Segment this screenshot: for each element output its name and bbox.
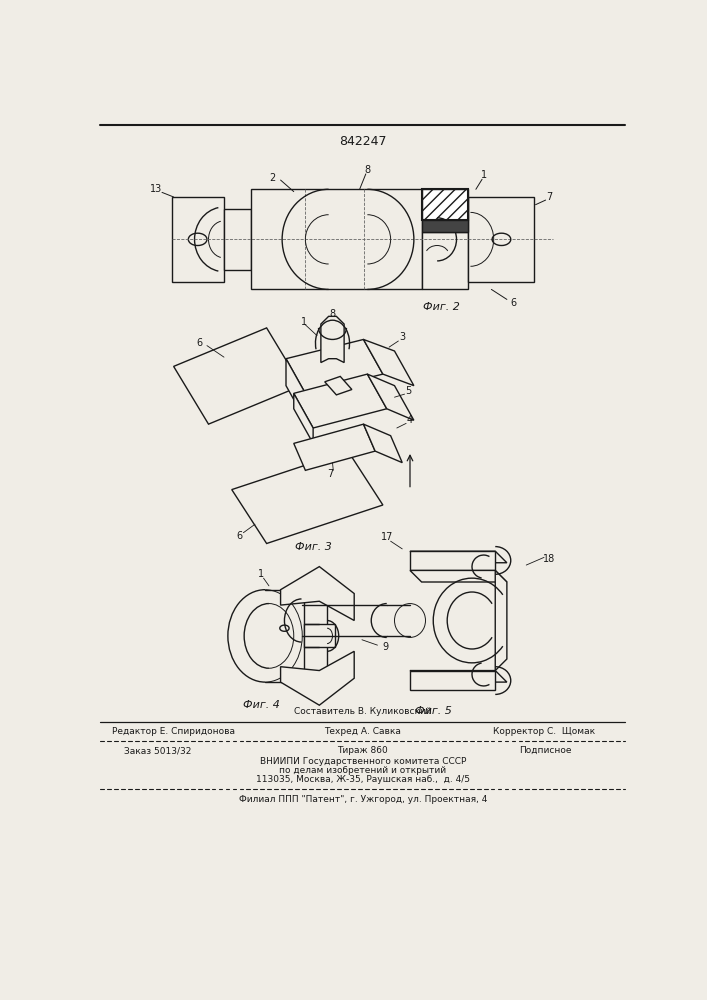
Text: 6: 6 bbox=[510, 298, 516, 308]
Polygon shape bbox=[281, 567, 354, 620]
Polygon shape bbox=[304, 624, 335, 647]
Polygon shape bbox=[286, 339, 383, 393]
Polygon shape bbox=[421, 220, 468, 232]
Text: 4: 4 bbox=[407, 415, 413, 425]
Text: 13: 13 bbox=[151, 184, 163, 194]
Polygon shape bbox=[232, 451, 383, 544]
Text: Тираж 860: Тираж 860 bbox=[337, 746, 388, 755]
Text: 113035, Москва, Ж-35, Раушская наб.,  д. 4/5: 113035, Москва, Ж-35, Раушская наб., д. … bbox=[256, 775, 469, 784]
Text: Составитель В. Куликовский: Составитель В. Куликовский bbox=[294, 707, 431, 716]
Text: Филиал ППП "Патент", г. Ужгород, ул. Проектная, 4: Филиал ППП "Патент", г. Ужгород, ул. Про… bbox=[238, 795, 487, 804]
Polygon shape bbox=[293, 393, 313, 443]
Text: 7: 7 bbox=[327, 469, 333, 479]
Text: 3: 3 bbox=[399, 332, 405, 342]
Polygon shape bbox=[368, 374, 414, 420]
Text: Подписное: Подписное bbox=[520, 746, 572, 755]
Polygon shape bbox=[410, 551, 507, 563]
Polygon shape bbox=[363, 339, 414, 386]
Text: 1: 1 bbox=[300, 317, 307, 327]
Polygon shape bbox=[495, 570, 507, 671]
Polygon shape bbox=[293, 424, 375, 470]
Text: 5: 5 bbox=[405, 386, 411, 396]
Text: 6: 6 bbox=[196, 338, 202, 348]
Text: 18: 18 bbox=[544, 554, 556, 564]
Text: Техред А. Савка: Техред А. Савка bbox=[325, 727, 401, 736]
Text: 8: 8 bbox=[329, 309, 336, 319]
Polygon shape bbox=[304, 590, 327, 682]
Text: 7: 7 bbox=[547, 192, 553, 202]
Text: Заказ 5013/32: Заказ 5013/32 bbox=[124, 746, 192, 755]
Polygon shape bbox=[174, 328, 301, 424]
Text: 1: 1 bbox=[258, 569, 264, 579]
Text: Редактор Е. Спиридонова: Редактор Е. Спиридонова bbox=[112, 727, 235, 736]
Text: Фиг. 5: Фиг. 5 bbox=[415, 706, 452, 716]
Text: по делам изобретений и открытий: по делам изобретений и открытий bbox=[279, 766, 446, 775]
Text: 2: 2 bbox=[269, 173, 275, 183]
Polygon shape bbox=[172, 197, 224, 282]
Polygon shape bbox=[410, 671, 495, 690]
Text: ВНИИПИ Государственного комитета СССР: ВНИИПИ Государственного комитета СССР bbox=[259, 757, 466, 766]
Polygon shape bbox=[281, 651, 354, 705]
Polygon shape bbox=[293, 374, 387, 428]
Polygon shape bbox=[321, 316, 344, 363]
Polygon shape bbox=[363, 424, 402, 463]
Text: Фиг. 3: Фиг. 3 bbox=[295, 542, 332, 552]
Polygon shape bbox=[468, 197, 534, 282]
Polygon shape bbox=[410, 551, 495, 570]
Polygon shape bbox=[410, 671, 507, 682]
Text: 1: 1 bbox=[481, 170, 486, 180]
Polygon shape bbox=[421, 232, 468, 289]
Text: 9: 9 bbox=[382, 642, 388, 652]
Text: Фиг. 4: Фиг. 4 bbox=[243, 700, 280, 710]
Text: 842247: 842247 bbox=[339, 135, 387, 148]
Polygon shape bbox=[325, 376, 352, 395]
Polygon shape bbox=[421, 189, 468, 220]
Text: 8: 8 bbox=[364, 165, 370, 175]
Text: 6: 6 bbox=[236, 531, 243, 541]
Polygon shape bbox=[286, 359, 305, 420]
Text: 17: 17 bbox=[380, 532, 393, 542]
Polygon shape bbox=[410, 570, 507, 582]
Text: Фиг. 2: Фиг. 2 bbox=[423, 302, 460, 312]
Polygon shape bbox=[251, 189, 421, 289]
Text: Корректор С.  Щомак: Корректор С. Щомак bbox=[493, 727, 595, 736]
Polygon shape bbox=[224, 209, 251, 270]
